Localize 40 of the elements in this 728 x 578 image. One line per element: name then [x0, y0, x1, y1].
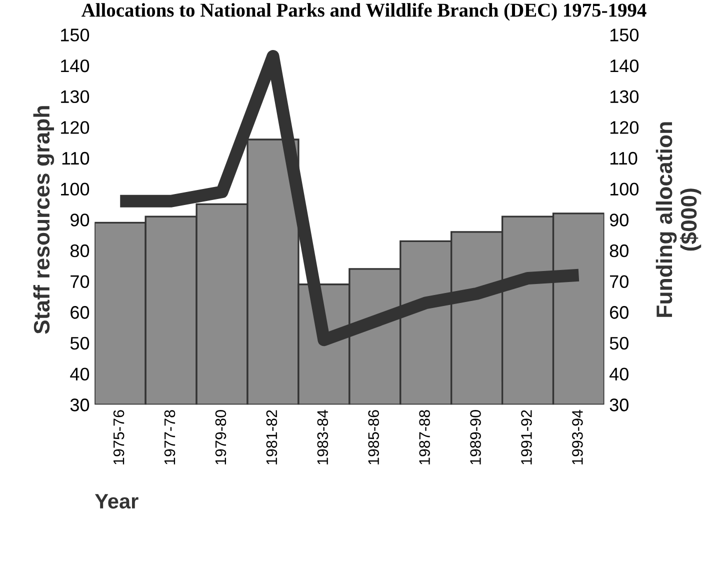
y2-tick-label: 130	[610, 90, 639, 104]
y-tick-label: 70	[70, 275, 90, 288]
y2-tick-label: 120	[610, 121, 639, 134]
y-tick-label: 90	[70, 214, 90, 226]
y2-tick-label: 40	[610, 368, 628, 380]
y-tick-label: 120	[61, 121, 90, 134]
x-tick-label: 1977-78	[164, 410, 176, 464]
y-tick-label: 50	[70, 336, 90, 350]
y-tick-label: 130	[61, 90, 90, 104]
y2-tick-label: 100	[610, 182, 639, 196]
x-tick-label: 1991-92	[521, 410, 532, 464]
y-tick-label: 60	[70, 306, 90, 319]
chart-title: Allocations to National Parks and Wildlife Branch (DEC) 1975-1994	[82, 2, 646, 21]
y2-tick-label: 80	[610, 244, 628, 258]
x-tick-label: 1993-94	[572, 410, 583, 464]
y-tick-label: 80	[70, 244, 90, 258]
y-axis-title: Staff resources graph	[33, 106, 54, 334]
y2-tick-label: 50	[610, 336, 628, 350]
y2-tick-label: 60	[610, 306, 628, 319]
y-tick-label: 100	[61, 182, 90, 196]
y2-tick-label: 90	[610, 214, 628, 226]
x-tick-label: 1975-76	[113, 410, 124, 464]
y-tick-label: 140	[61, 59, 90, 72]
y-tick-label: 40	[70, 368, 90, 380]
x-tick-label: 1979-80	[215, 410, 226, 464]
x-tick-label: 1987-88	[419, 410, 430, 464]
x-axis-title: Year	[94, 494, 138, 509]
y2-axis-title: Funding allocation ($000)	[656, 122, 702, 317]
y2-tick-label: 30	[610, 398, 628, 412]
x-tick-label: 1981-82	[266, 410, 278, 464]
y2-tick-label: 70	[610, 275, 628, 288]
x-tick-label: 1985-86	[368, 410, 380, 464]
y2-tick-label: 150	[610, 28, 639, 42]
y-tick-label: 30	[70, 398, 90, 412]
y2-tick-label: 140	[610, 59, 639, 72]
y2-tick-label: 110	[610, 152, 638, 165]
x-tick-label: 1989-90	[470, 410, 481, 464]
y-tick-label: 110	[62, 152, 90, 165]
x-tick-label: 1983-84	[317, 410, 328, 464]
y-tick-label: 150	[61, 28, 90, 42]
